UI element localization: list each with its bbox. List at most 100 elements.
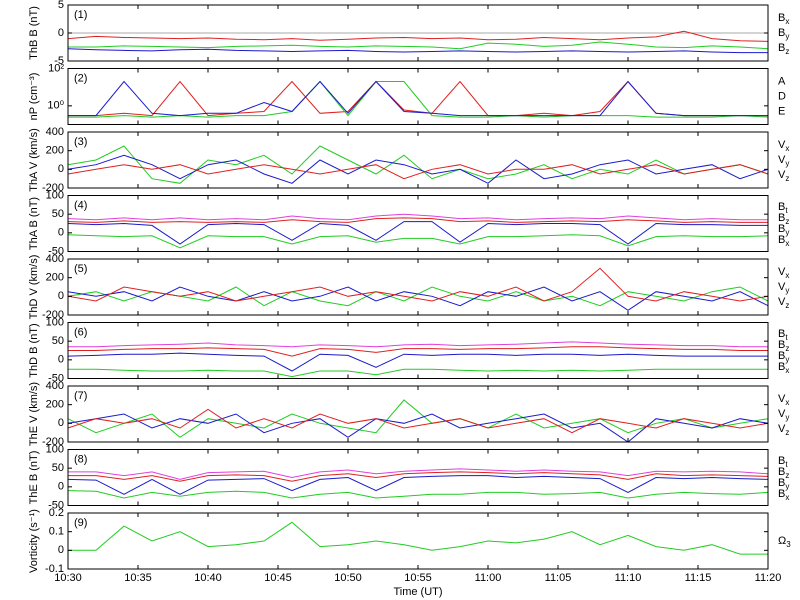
plot-frame	[67, 512, 769, 570]
series-line	[67, 490, 769, 499]
panel-label: (5)	[74, 263, 87, 275]
series-line	[67, 164, 769, 180]
legend-entry: Bx	[778, 488, 789, 502]
plot-frame	[67, 385, 769, 443]
panel-label: (7)	[74, 390, 87, 402]
series-line	[67, 234, 769, 249]
y-axis-label: ThE B (nT)	[28, 451, 40, 505]
series-line	[67, 399, 769, 438]
series-line	[67, 221, 768, 245]
y-tick-label: -200	[42, 182, 64, 194]
y-tick-label: 0	[58, 544, 64, 556]
legend-entry: Vz	[778, 296, 789, 310]
legend-entry: By	[778, 350, 789, 364]
y-tick-label: 0	[58, 163, 64, 175]
series-line	[67, 408, 769, 434]
legend-entry: Vx	[778, 266, 789, 280]
series-line	[68, 41, 769, 50]
x-tick-label: 10:30	[54, 572, 82, 584]
y-tick-label: 0.2	[49, 507, 64, 519]
legend-entry: By	[778, 27, 789, 41]
x-tick-label: 11:20	[755, 572, 782, 584]
panel-label: (1)	[74, 9, 87, 21]
series-line	[68, 341, 768, 348]
legend-entry: By	[778, 477, 789, 491]
y-tick-label: 5	[58, 0, 64, 11]
y-axis-label: ThA B (nT)	[28, 197, 40, 250]
legend-entry: Bt	[778, 328, 788, 342]
legend-entry: Vz	[778, 169, 789, 183]
panel-label: (8)	[74, 453, 87, 465]
panel: -0.1 0 0.1 0.2 10:30 10:35 10:40 10:45 10:50 10:5…	[28, 507, 791, 598]
series-line	[67, 213, 768, 221]
y-tick-label: 0	[58, 481, 64, 493]
legend-entry: Vy	[778, 408, 789, 422]
x-axis-label: Time (UT)	[393, 586, 442, 598]
x-tick-label: 11:15	[685, 572, 712, 584]
y-tick-label: 50	[52, 208, 64, 220]
series-line	[68, 471, 769, 482]
y-axis-label: ThA V (km/s)	[28, 128, 40, 192]
y-tick-label: 10⁰	[47, 100, 64, 112]
legend-entry: Bt	[778, 455, 788, 469]
series-line	[67, 475, 769, 495]
y-tick-label: 400	[46, 380, 64, 392]
series-line	[67, 48, 768, 54]
y-tick-label: 400	[46, 253, 64, 265]
legend-entry: D	[778, 90, 786, 102]
series-line	[68, 368, 768, 378]
y-tick-label: 100	[46, 316, 64, 328]
legend-entry: Bx	[778, 234, 789, 248]
y-tick-label: 200	[46, 145, 64, 157]
series-line	[67, 413, 769, 443]
series-line	[68, 346, 768, 357]
y-axis-label: Vorticity (s⁻¹)	[28, 509, 40, 573]
legend-entry: A	[778, 75, 786, 87]
series-line	[67, 154, 769, 184]
panel-label: (6)	[74, 326, 87, 338]
y-axis-label: ThD B (nT)	[28, 323, 40, 377]
y-tick-label: 0	[58, 417, 64, 429]
legend-entry: Bx	[778, 12, 789, 26]
legend-entry: Ω3	[778, 535, 791, 549]
x-tick-label: 11:05	[545, 572, 572, 584]
x-tick-label: 10:50	[334, 572, 362, 584]
legend-entry: Bz	[778, 42, 789, 56]
y-tick-label: -50	[48, 499, 64, 511]
y-tick-label: 100	[46, 189, 64, 201]
legend-entry: Bz	[778, 212, 789, 226]
panel-label: (4)	[74, 199, 87, 211]
legend-entry: Vz	[778, 423, 789, 437]
series-line	[67, 286, 769, 311]
x-tick-label: 10:40	[194, 572, 222, 584]
legend-entry: Bz	[778, 339, 789, 353]
y-tick-label: -5	[54, 55, 64, 67]
x-tick-label: 10:45	[264, 572, 292, 584]
y-tick-label: 50	[52, 462, 64, 474]
y-axis-label: nP (cm⁻³)	[28, 73, 40, 121]
series-line	[67, 145, 769, 184]
x-tick-label: 11:00	[475, 572, 502, 584]
series-line	[67, 267, 769, 302]
panel-label: (9)	[74, 517, 87, 529]
series-line	[67, 217, 768, 223]
series-line	[68, 521, 768, 555]
legend-entry: Vy	[778, 154, 789, 168]
series-line	[67, 286, 769, 307]
series-line	[68, 468, 769, 480]
legend-entry: Vy	[778, 281, 789, 295]
panel-label: (3)	[74, 136, 87, 148]
y-tick-label: -0.1	[45, 563, 64, 575]
y-tick-label: 0.1	[49, 526, 64, 538]
series-line	[67, 352, 768, 372]
plot-frame	[67, 258, 769, 316]
y-tick-label: -50	[48, 372, 64, 384]
